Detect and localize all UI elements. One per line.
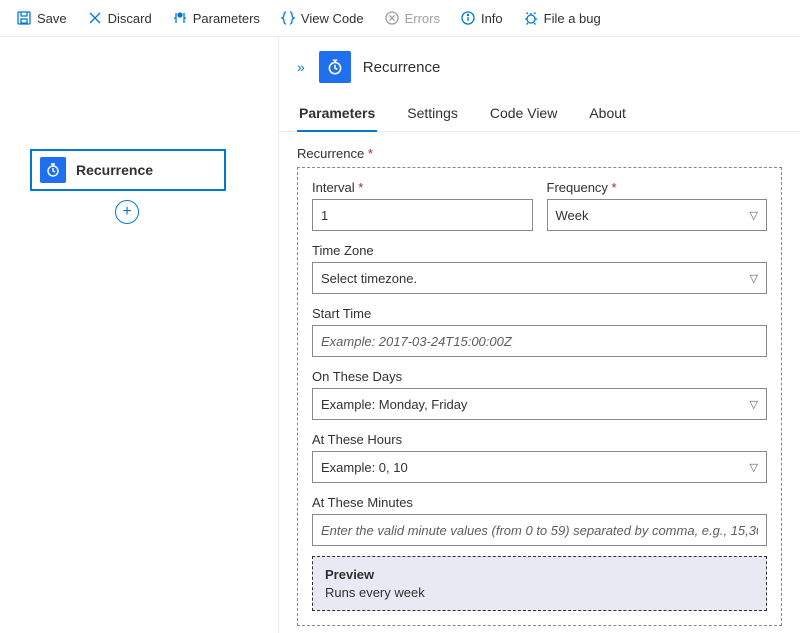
clock-icon [40,157,66,183]
discard-button[interactable]: Discard [79,6,160,30]
save-icon [16,10,32,26]
bug-icon [523,10,539,26]
chevron-down-icon: ▽ [750,272,758,285]
parameters-icon [172,10,188,26]
node-title: Recurrence [76,162,153,178]
errors-button: Errors [376,6,448,30]
errors-icon [384,10,400,26]
frequency-select[interactable]: Week ▽ [547,199,768,231]
chevron-down-icon: ▽ [750,461,758,474]
at-hours-select[interactable]: Example: 0, 10 ▽ [312,451,767,483]
interval-field: Interval * [312,180,533,231]
tab-code-view[interactable]: Code View [488,97,559,131]
timezone-field: Time Zone Select timezone. ▽ [312,243,767,294]
preview-text: Runs every week [325,585,754,600]
toolbar: Save Discard Parameters View Code Errors… [0,0,800,37]
section-label-text: Recurrence [297,146,364,161]
properties-panel: » Recurrence Parameters Settings Code Vi… [278,37,800,633]
panel-header: » Recurrence [279,37,800,91]
interval-input[interactable] [312,199,533,231]
chevron-down-icon: ▽ [750,398,758,411]
add-step-button[interactable]: + [115,200,139,224]
frequency-value: Week [556,208,589,223]
on-days-placeholder: Example: Monday, Friday [321,397,467,412]
start-time-label: Start Time [312,306,767,321]
view-code-button[interactable]: View Code [272,6,372,30]
parameters-form: Recurrence * Interval * Frequency * [279,132,800,633]
designer-canvas[interactable]: Recurrence + [0,37,278,633]
tab-settings[interactable]: Settings [405,97,460,131]
at-minutes-input[interactable] [312,514,767,546]
timezone-label: Time Zone [312,243,767,258]
file-bug-button[interactable]: File a bug [515,6,609,30]
view-code-label: View Code [301,11,364,26]
at-hours-field: At These Hours Example: 0, 10 ▽ [312,432,767,483]
tab-about[interactable]: About [587,97,628,131]
info-icon [460,10,476,26]
timezone-select[interactable]: Select timezone. ▽ [312,262,767,294]
on-days-field: On These Days Example: Monday, Friday ▽ [312,369,767,420]
file-bug-label: File a bug [544,11,601,26]
parameters-label: Parameters [193,11,260,26]
frequency-label: Frequency * [547,180,768,195]
start-time-field: Start Time [312,306,767,357]
info-button[interactable]: Info [452,6,511,30]
panel-tabs: Parameters Settings Code View About [279,91,800,132]
at-hours-label: At These Hours [312,432,767,447]
clock-icon [319,51,351,83]
at-minutes-field: At These Minutes [312,495,767,546]
tab-parameters[interactable]: Parameters [297,97,377,131]
save-label: Save [37,11,67,26]
parameters-button[interactable]: Parameters [164,6,268,30]
interval-label: Interval * [312,180,533,195]
at-hours-placeholder: Example: 0, 10 [321,460,408,475]
panel-title: Recurrence [363,59,441,76]
frequency-field: Frequency * Week ▽ [547,180,768,231]
preview-title: Preview [325,567,754,582]
info-label: Info [481,11,503,26]
chevron-right-double-icon: » [297,59,305,75]
discard-label: Discard [108,11,152,26]
discard-icon [87,10,103,26]
preview-box: Preview Runs every week [312,556,767,611]
recurrence-group: Interval * Frequency * Week ▽ [297,167,782,626]
on-days-label: On These Days [312,369,767,384]
chevron-down-icon: ▽ [750,209,758,222]
main: Recurrence + » Recurrence Parameters Set… [0,37,800,633]
on-days-select[interactable]: Example: Monday, Friday ▽ [312,388,767,420]
collapse-panel-button[interactable]: » [295,57,307,77]
braces-icon [280,10,296,26]
save-button[interactable]: Save [8,6,75,30]
timezone-placeholder: Select timezone. [321,271,417,286]
at-minutes-label: At These Minutes [312,495,767,510]
errors-label: Errors [405,11,440,26]
section-label: Recurrence * [297,146,782,161]
required-asterisk: * [368,146,373,161]
recurrence-node[interactable]: Recurrence [30,149,226,191]
plus-icon: + [122,203,131,221]
start-time-input[interactable] [312,325,767,357]
